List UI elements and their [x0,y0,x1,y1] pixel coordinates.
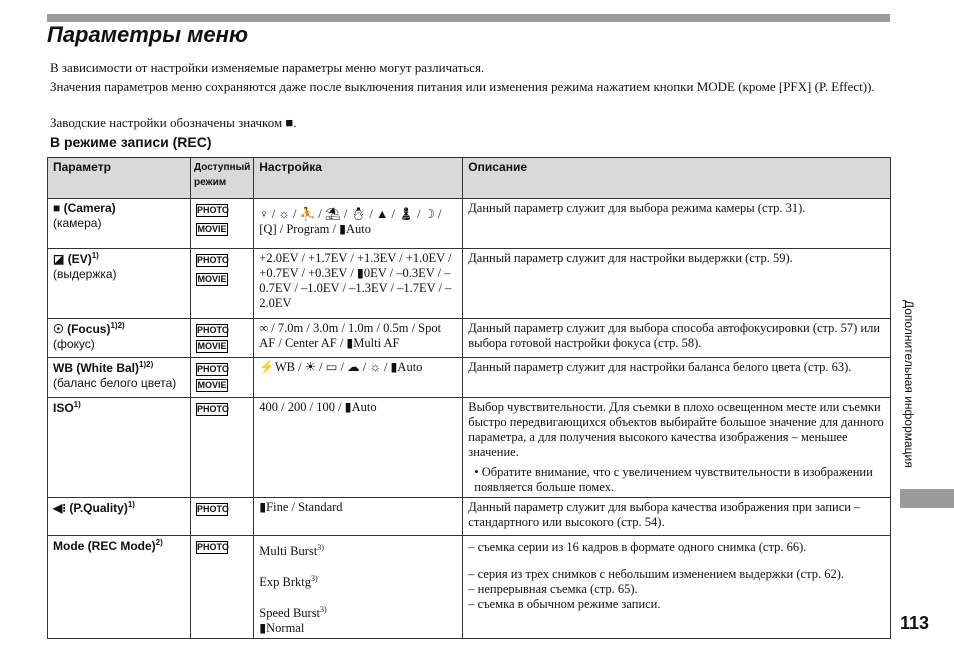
setting: ⚡WB / ☀ / ▭ / ☁ / ☼ / ▮Auto [253,357,464,398]
param-name: WB (White Bal) [53,361,139,375]
movie-badge: MOVIE [196,223,228,236]
param-ru: (баланс белого цвета) [53,376,177,390]
header-bar [47,14,890,22]
paragraph: Значения параметров меню сохраняются даж… [50,79,875,94]
description: Данный параметр служит для выбора режима… [462,198,891,249]
camera-icon: ■ [53,201,61,215]
param-ru: (фокус) [53,337,95,351]
setting: 400 / 200 / 100 / ▮Auto [253,397,464,498]
setting: Speed Burst3) [259,605,327,621]
table-row: ☉ (Focus)1)2) (фокус) PHOTO MOVIE ∞ / 7.0m… [47,318,891,358]
footnote: 1)2) [139,360,154,369]
header-param: Параметр [47,157,191,199]
setting: ▮Fine / Standard [253,497,464,536]
param-name: ISO [53,401,74,415]
table-row: ◀⁝ (P.Quality)1) PHOTO ▮Fine / Standard … [47,497,891,536]
header-desc: Описание [462,157,891,199]
footnote: 1) [91,251,99,260]
side-tab [900,489,954,508]
param-name: (Camera) [63,201,116,215]
setting: ▮Normal [259,621,305,636]
description: Данный параметр служит для выбора способ… [462,318,891,358]
movie-badge: MOVIE [196,340,228,353]
footnote: 2) [155,538,163,547]
page-title: Параметры меню [47,22,248,47]
description: Выбор чувствительности. Для съемки в пло… [468,400,884,459]
description: – съемка в обычном режиме записи. [468,597,661,611]
page-number: 113 [900,613,930,633]
footnote: 1) [127,500,135,509]
header-mode: Доступный режим [189,157,255,199]
photo-badge: PHOTO [196,254,229,267]
description: Данный параметр служит для настройки бал… [462,357,891,398]
footnote: 1) [73,400,81,409]
footnote: 1)2) [110,321,125,330]
header-setting: Настройка [253,157,464,199]
param-name: (P.Quality) [69,501,128,515]
paragraph: Заводские настройки обозначены значком ■… [50,115,297,130]
setting: Exp Brktg3) [259,574,318,590]
description: Данный параметр служит для выбора качест… [462,497,891,536]
description: – непрерывная съемка (стр. 65). [468,582,638,596]
quality-icon: ◀⁝ [53,501,67,515]
setting: ♀ / ☼ / ⛹ / ⛱ / ☃ / ▲ / ♟ / ☽ / [Q] / Pr… [253,198,464,249]
photo-badge: PHOTO [196,503,229,516]
description: – съемка серии из 16 кадров в формате од… [468,540,807,554]
description: – серия из трех снимков с небольшим изме… [468,567,844,581]
param-ru: (выдержка) [53,267,117,281]
movie-badge: MOVIE [196,273,228,286]
photo-badge: PHOTO [196,403,229,416]
param-name: (Focus) [67,322,111,336]
photo-badge: PHOTO [196,204,229,217]
focus-icon: ☉ [53,322,64,336]
setting: Multi Burst3) [259,543,324,559]
menu-parameters-table: Параметр Доступный режим Настройка Описа… [47,157,891,640]
param-name: Mode (REC Mode) [53,539,156,553]
photo-badge: PHOTO [196,324,229,337]
table-row: Mode (REC Mode)2) PHOTO Multi Burst3) Ex… [47,534,891,640]
table-header: Параметр Доступный режим Настройка Описа… [47,157,891,199]
table-row: WB (White Bal)1)2) (баланс белого цвета) … [47,357,891,398]
note: • Обратите внимание, что с увеличением ч… [474,465,873,494]
param-name: (EV) [67,252,92,266]
setting: ∞ / 7.0m / 3.0m / 1.0m / 0.5m / Spot AF … [253,318,464,358]
table-row: ■ (Camera) (камера) PHOTO MOVIE ♀ / ☼ / ⛹ … [47,198,891,249]
description: Данный параметр служит для настройки выд… [462,248,891,319]
setting: +2.0EV / +1.7EV / +1.3EV / +1.0EV / +0.7… [253,248,464,319]
side-label: Дополнительная информация [902,300,916,468]
paragraph: В зависимости от настройки изменяемые па… [50,60,485,75]
ev-icon: ◪ [53,252,65,266]
photo-badge: PHOTO [196,363,229,376]
table-row: ◪ (EV)1) (выдержка) PHOTO MOVIE +2.0EV / +… [47,248,891,319]
photo-badge: PHOTO [196,541,229,554]
table-row: ISO1) PHOTO 400 / 200 / 100 / ▮Auto Выбо… [47,397,891,498]
section-heading: В режиме записи (REC) [50,134,212,150]
param-ru: (камера) [53,216,102,230]
movie-badge: MOVIE [196,379,228,392]
